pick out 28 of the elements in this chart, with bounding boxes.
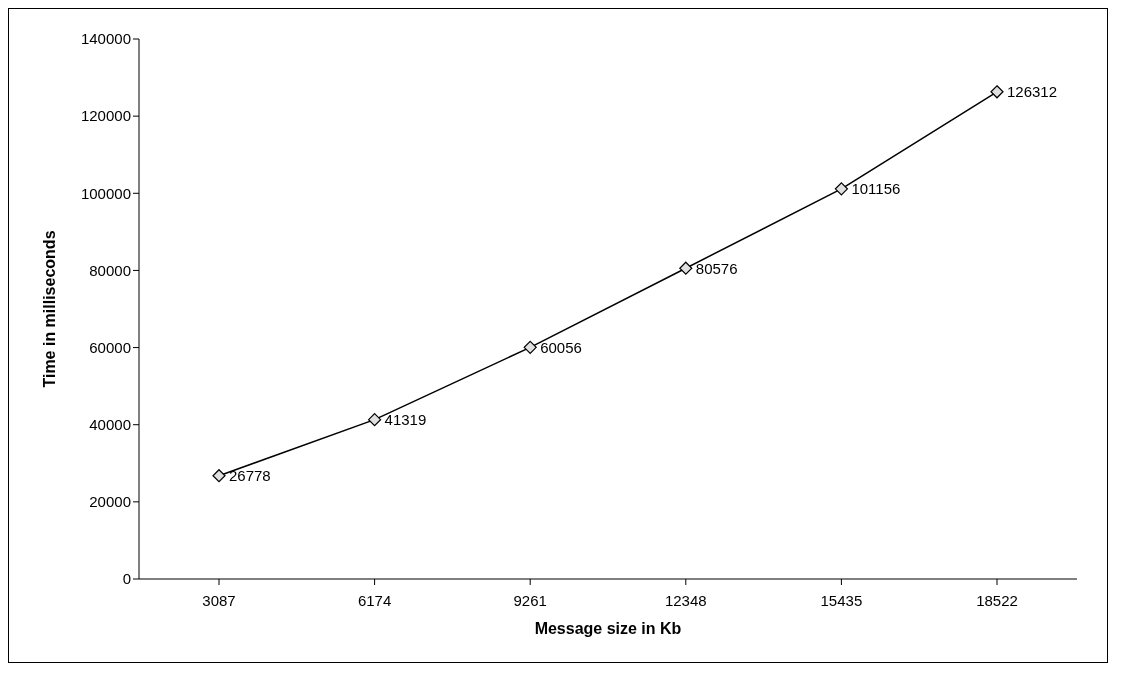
y-tick-label: 60000 [89,338,131,356]
y-tick-label: 100000 [80,184,131,202]
x-tick-label: 15435 [820,591,863,609]
data-label: 101156 [851,180,901,198]
x-axis-title: Message size in Kb [534,620,682,637]
y-tick-label: 120000 [80,107,131,125]
data-label: 41319 [384,410,427,428]
y-axis-title: Time in milliseconds [40,230,58,388]
x-tick-label: 12348 [664,591,707,609]
data-label: 26778 [229,467,271,485]
x-tick-label: 6174 [357,591,392,609]
y-tick-label: 0 [122,570,131,588]
point [368,413,382,427]
data-label: 60056 [540,338,582,356]
y-tick-label: 40000 [89,416,131,434]
x-tick-label: 9261 [513,591,547,609]
y-tick-label: 140000 [80,30,131,48]
y-tick-label: 80000 [89,261,131,279]
point [212,469,226,483]
point [523,340,537,354]
data-label: 126312 [1007,83,1058,101]
point [679,261,693,275]
x-tick-label: 3087 [202,591,236,609]
point [990,85,1004,99]
x-tick-label: 18522 [976,591,1018,609]
point [834,182,848,196]
y-tick-label: 20000 [89,493,131,511]
data-label: 80576 [695,259,738,277]
